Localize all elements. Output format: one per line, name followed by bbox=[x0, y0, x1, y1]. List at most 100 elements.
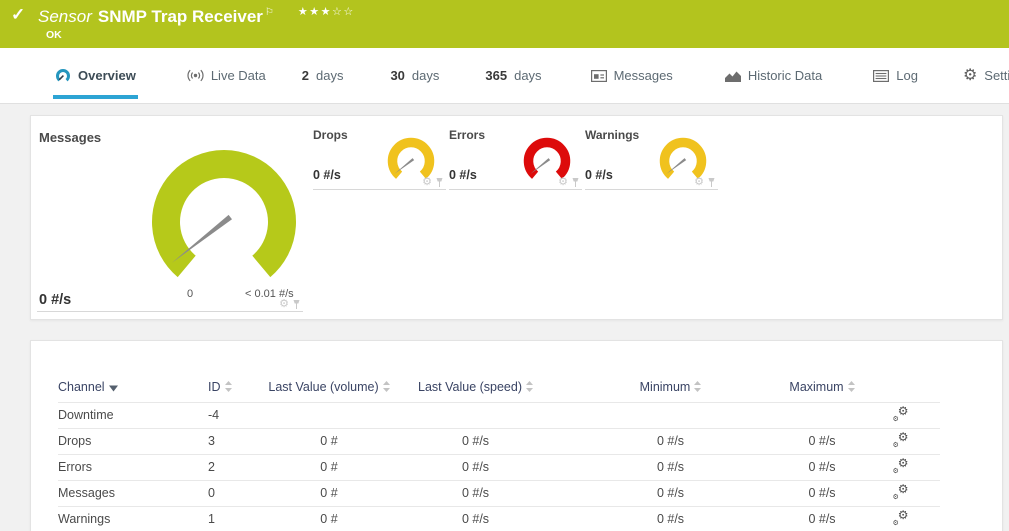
sensor-status-header: ✓ Sensor SNMP Trap Receiver ⚐ ★★★☆☆ OK bbox=[0, 0, 1009, 48]
tab-30-days[interactable]: 30 days bbox=[390, 48, 439, 103]
tab-log[interactable]: Log bbox=[873, 48, 918, 103]
messages-gauge[interactable] bbox=[144, 142, 304, 302]
channel-id: 0 bbox=[208, 480, 265, 507]
gauge-scale-min: 0 bbox=[187, 288, 194, 300]
last-value-volume: 0 # bbox=[265, 428, 393, 455]
sort-desc-icon bbox=[108, 381, 118, 395]
gauge-label: Warnings bbox=[585, 128, 640, 142]
channels-panel: Channel ID Last Value (volume) Last Valu… bbox=[30, 340, 1003, 531]
maximum-value: 0 #/s bbox=[783, 454, 861, 481]
minimum-value: 0 #/s bbox=[558, 480, 783, 507]
priority-stars[interactable]: ★★★☆☆ bbox=[297, 6, 355, 18]
gauge-value: 0 #/s bbox=[313, 168, 341, 182]
pin-icon[interactable] bbox=[292, 299, 301, 310]
tab-bar: Overview Live Data 2 days 30 days 365 da… bbox=[0, 48, 1009, 104]
list-icon bbox=[873, 69, 890, 82]
pin-icon[interactable] bbox=[435, 177, 444, 188]
image-icon bbox=[590, 69, 607, 82]
maximum-value: 0 #/s bbox=[783, 506, 861, 531]
last-value-volume: 0 # bbox=[265, 480, 393, 507]
tab-number: 2 bbox=[301, 68, 309, 83]
tab-label: Historic Data bbox=[747, 68, 823, 83]
column-label: Last Value (speed) bbox=[418, 379, 522, 394]
status-badge: OK bbox=[46, 29, 62, 41]
table-row: Drops 3 0 # 0 #/s 0 #/s 0 #/s ⚙ ⚙ bbox=[58, 428, 940, 455]
gauge-needle bbox=[530, 158, 551, 174]
gauge-block-errors: Errors 0 #/s ⚙ bbox=[449, 126, 582, 190]
tab-messages[interactable]: Messages bbox=[590, 48, 673, 103]
channel-name: Drops bbox=[58, 428, 208, 455]
errors-gauge[interactable] bbox=[522, 136, 572, 186]
object-kind-label: Sensor bbox=[38, 7, 92, 26]
channel-id: 1 bbox=[208, 506, 265, 531]
gauge-settings-icon[interactable]: ⚙ bbox=[279, 298, 289, 310]
tab-number: 365 bbox=[485, 68, 508, 83]
last-value-speed: 0 #/s bbox=[393, 428, 558, 455]
table-row: Downtime -4 ⚙ ⚙ bbox=[58, 402, 940, 429]
maximum-value: 0 #/s bbox=[783, 480, 861, 507]
column-label: Last Value (volume) bbox=[268, 379, 379, 394]
tab-overview[interactable]: Overview bbox=[53, 48, 138, 103]
tab-2-days[interactable]: 2 days bbox=[302, 48, 344, 103]
channel-settings-icon[interactable]: ⚙ ⚙ bbox=[892, 403, 909, 423]
channel-settings-icon[interactable]: ⚙ ⚙ bbox=[892, 455, 909, 475]
channel-name: Downtime bbox=[58, 402, 208, 429]
gauge-icon bbox=[55, 68, 71, 84]
gauge-value: 0 #/s bbox=[449, 168, 477, 182]
tab-label: Log bbox=[896, 68, 918, 83]
tab-label: Live Data bbox=[210, 68, 266, 83]
sort-icon bbox=[694, 380, 702, 395]
tab-label: Settings bbox=[984, 68, 1009, 83]
drops-gauge[interactable] bbox=[386, 136, 436, 186]
tab-historic-data[interactable]: Historic Data bbox=[724, 48, 823, 103]
column-label: Minimum bbox=[639, 379, 691, 394]
column-header-last-value-speed[interactable]: Last Value (speed) bbox=[393, 373, 558, 403]
flag-icon[interactable]: ⚐ bbox=[264, 7, 274, 18]
gauge-needle bbox=[394, 158, 415, 174]
table-row: Warnings 1 0 # 0 #/s 0 #/s 0 #/s ⚙ ⚙ bbox=[58, 506, 940, 531]
pin-icon[interactable] bbox=[571, 177, 580, 188]
tab-365-days[interactable]: 365 days bbox=[485, 48, 541, 103]
minimum-value bbox=[558, 402, 783, 429]
column-header-channel[interactable]: Channel bbox=[58, 373, 208, 403]
broadcast-icon bbox=[187, 69, 204, 82]
column-header-actions bbox=[861, 373, 940, 403]
channel-settings-icon[interactable]: ⚙ ⚙ bbox=[892, 429, 909, 449]
tab-label: Messages bbox=[613, 68, 673, 83]
maximum-value bbox=[783, 402, 861, 429]
gauge-settings-icon[interactable]: ⚙ bbox=[558, 176, 568, 188]
channel-name: Errors bbox=[58, 454, 208, 481]
gauges-panel: Messages 0 < 0.01 #/s 0 #/s ⚙ Drops 0 #/… bbox=[30, 115, 1003, 320]
warnings-gauge[interactable] bbox=[658, 136, 708, 186]
tab-settings[interactable]: ⚙ Settings bbox=[963, 48, 1009, 103]
gauge-block-drops: Drops 0 #/s ⚙ bbox=[313, 126, 446, 190]
table-row: Messages 0 0 # 0 #/s 0 #/s 0 #/s ⚙ ⚙ bbox=[58, 480, 940, 507]
channel-settings-icon[interactable]: ⚙ ⚙ bbox=[892, 507, 909, 527]
gauge-needle bbox=[172, 214, 232, 263]
column-label: ID bbox=[208, 379, 221, 394]
table-header-row: Channel ID Last Value (volume) Last Valu… bbox=[58, 373, 940, 403]
sort-icon bbox=[526, 380, 533, 395]
column-header-maximum[interactable]: Maximum bbox=[783, 373, 861, 403]
column-header-last-value-volume[interactable]: Last Value (volume) bbox=[265, 373, 393, 403]
tab-live-data[interactable]: Live Data bbox=[187, 48, 266, 103]
last-value-speed: 0 #/s bbox=[393, 480, 558, 507]
tab-label: days bbox=[514, 68, 542, 83]
gauge-value: 0 #/s bbox=[39, 292, 72, 308]
channel-id: 2 bbox=[208, 454, 265, 481]
last-value-speed: 0 #/s bbox=[393, 506, 558, 531]
last-value-volume: 0 # bbox=[265, 506, 393, 531]
gauge-block-warnings: Warnings 0 #/s ⚙ bbox=[585, 126, 718, 190]
gauge-settings-icon[interactable]: ⚙ bbox=[422, 176, 432, 188]
tab-label: Overview bbox=[78, 68, 136, 83]
column-header-id[interactable]: ID bbox=[208, 373, 265, 403]
last-value-volume: 0 # bbox=[265, 454, 393, 481]
column-header-minimum[interactable]: Minimum bbox=[558, 373, 783, 403]
gauge-settings-icon[interactable]: ⚙ bbox=[694, 176, 704, 188]
last-value-speed bbox=[393, 402, 558, 429]
pin-icon[interactable] bbox=[707, 177, 716, 188]
channel-name: Messages bbox=[58, 480, 208, 507]
gear-icon: ⚙ bbox=[962, 66, 978, 84]
channel-settings-icon[interactable]: ⚙ ⚙ bbox=[892, 481, 909, 501]
